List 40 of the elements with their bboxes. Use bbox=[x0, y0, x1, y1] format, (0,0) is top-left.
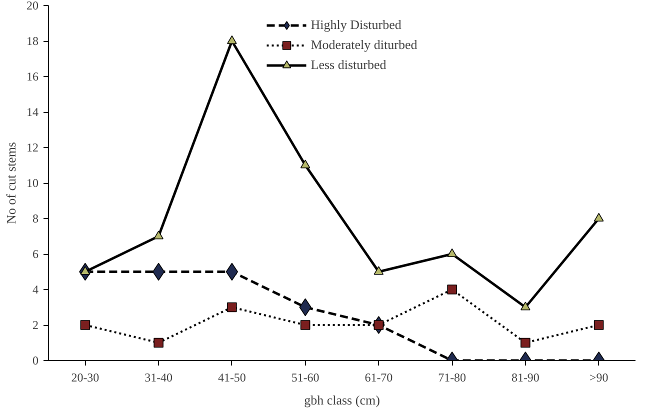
point bbox=[300, 320, 310, 330]
y-tick-label: 4 bbox=[32, 282, 38, 296]
point bbox=[154, 230, 164, 240]
y-tick-label: 16 bbox=[26, 70, 38, 84]
x-tick-label: 81-90 bbox=[511, 370, 540, 384]
y-tick-label: 0 bbox=[32, 354, 38, 368]
point bbox=[300, 160, 310, 168]
point bbox=[80, 320, 90, 330]
x-tick-label: >90 bbox=[589, 370, 608, 384]
y-axis-title: No of cut stems bbox=[4, 142, 18, 224]
point bbox=[447, 284, 457, 294]
point bbox=[520, 338, 530, 348]
y-tick-label: 20 bbox=[26, 0, 38, 12]
point bbox=[374, 266, 384, 275]
legend-label: Less disturbed bbox=[310, 57, 386, 73]
y-tick-label: 6 bbox=[32, 247, 38, 261]
legend-label: Moderately diturbed bbox=[310, 37, 418, 53]
legend-label: Highly Disturbed bbox=[310, 17, 402, 33]
x-tick-label: 71-80 bbox=[438, 370, 466, 384]
y-tick-label: 18 bbox=[26, 34, 38, 48]
y-tick-label: 14 bbox=[26, 105, 38, 119]
y-tick-label: 2 bbox=[32, 318, 38, 332]
x-tick-label: 51-60 bbox=[291, 370, 320, 384]
x-tick-label: 20-30 bbox=[71, 370, 100, 384]
point bbox=[152, 262, 165, 281]
point bbox=[520, 302, 530, 310]
y-tick-label: 10 bbox=[26, 176, 38, 190]
x-axis-title: gbh class (cm) bbox=[304, 392, 380, 408]
point bbox=[227, 35, 237, 44]
point bbox=[227, 302, 237, 312]
point bbox=[154, 338, 164, 348]
y-tick-label: 8 bbox=[32, 212, 38, 226]
point bbox=[447, 248, 457, 257]
point bbox=[594, 320, 604, 330]
y-tick-label: 12 bbox=[26, 140, 38, 154]
point bbox=[226, 262, 238, 281]
x-tick-label: 31-40 bbox=[144, 370, 173, 384]
point bbox=[594, 212, 604, 222]
x-tick-label: 41-50 bbox=[218, 370, 246, 384]
x-tick-label: 61-70 bbox=[364, 370, 393, 384]
